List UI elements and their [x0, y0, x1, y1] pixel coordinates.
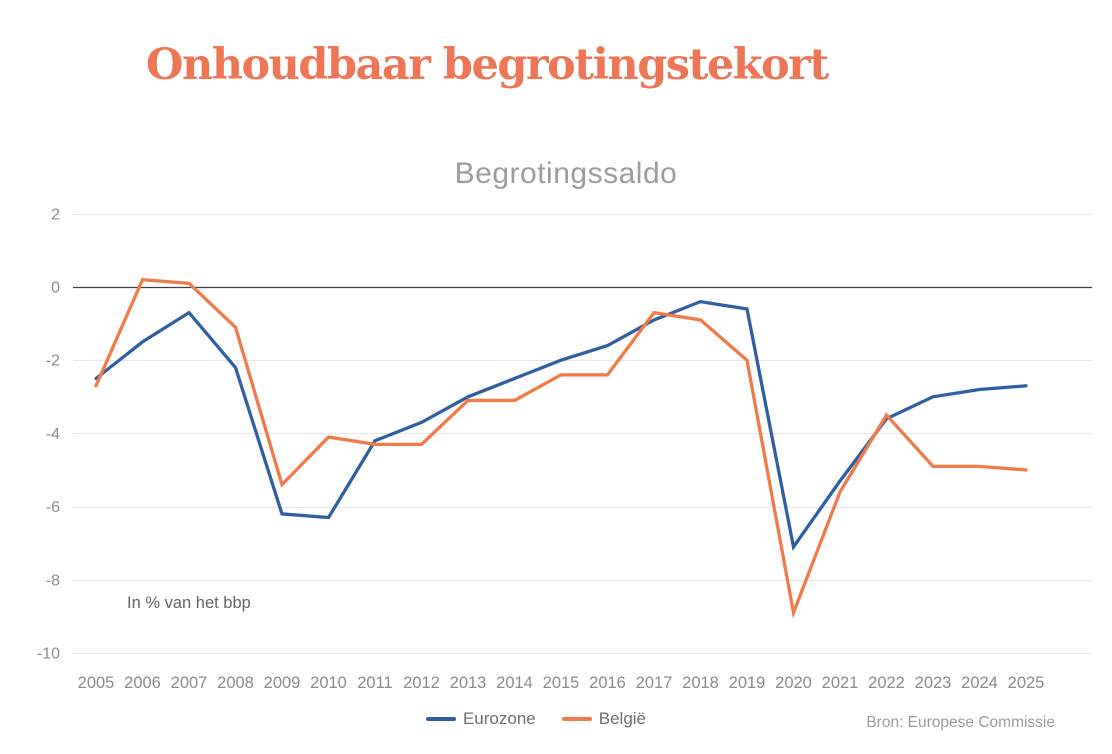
legend-label-belgie: België	[598, 709, 647, 728]
legend-item-belgie: België	[561, 709, 647, 729]
belgie-line-swatch	[561, 717, 592, 721]
svg-text:2009: 2009	[264, 674, 301, 692]
svg-text:2024: 2024	[961, 674, 998, 692]
legend-label-eurozone: Eurozone	[462, 709, 536, 728]
eurozone-line-swatch	[425, 717, 456, 721]
svg-text:2008: 2008	[217, 674, 254, 692]
svg-text:2011: 2011	[357, 674, 392, 692]
svg-text:2021: 2021	[822, 674, 859, 692]
svg-text:-4: -4	[46, 426, 60, 443]
svg-text:-2: -2	[46, 353, 60, 370]
svg-text:2005: 2005	[78, 674, 115, 692]
svg-text:2017: 2017	[636, 674, 673, 692]
svg-text:2023: 2023	[915, 674, 952, 692]
legend-item-eurozone: Eurozone	[425, 709, 536, 729]
svg-text:-10: -10	[37, 646, 60, 663]
svg-text:2006: 2006	[124, 674, 161, 692]
svg-text:2007: 2007	[171, 674, 208, 692]
page-title: Onhoudbaar begrotingstekort	[146, 40, 829, 90]
svg-text:-8: -8	[46, 572, 60, 589]
axis-unit-annotation: In % van het bbp	[127, 594, 251, 612]
svg-text:2012: 2012	[403, 674, 440, 692]
svg-text:0: 0	[51, 280, 60, 297]
svg-text:2010: 2010	[310, 674, 347, 692]
svg-text:2013: 2013	[450, 674, 487, 692]
svg-text:2016: 2016	[589, 674, 626, 692]
source-credit: Bron: Europese Commissie	[866, 714, 1055, 731]
svg-text:2018: 2018	[682, 674, 719, 692]
svg-text:2025: 2025	[1008, 674, 1045, 692]
svg-text:2019: 2019	[729, 674, 766, 692]
svg-text:2020: 2020	[775, 674, 812, 692]
chart-legend: Eurozone België	[0, 709, 1072, 729]
chart-title: Begrotingssaldo	[454, 157, 678, 190]
svg-text:-6: -6	[46, 499, 60, 516]
svg-text:2015: 2015	[543, 674, 580, 692]
svg-text:2022: 2022	[868, 674, 905, 692]
svg-text:2: 2	[51, 206, 60, 223]
svg-text:2014: 2014	[496, 674, 533, 692]
